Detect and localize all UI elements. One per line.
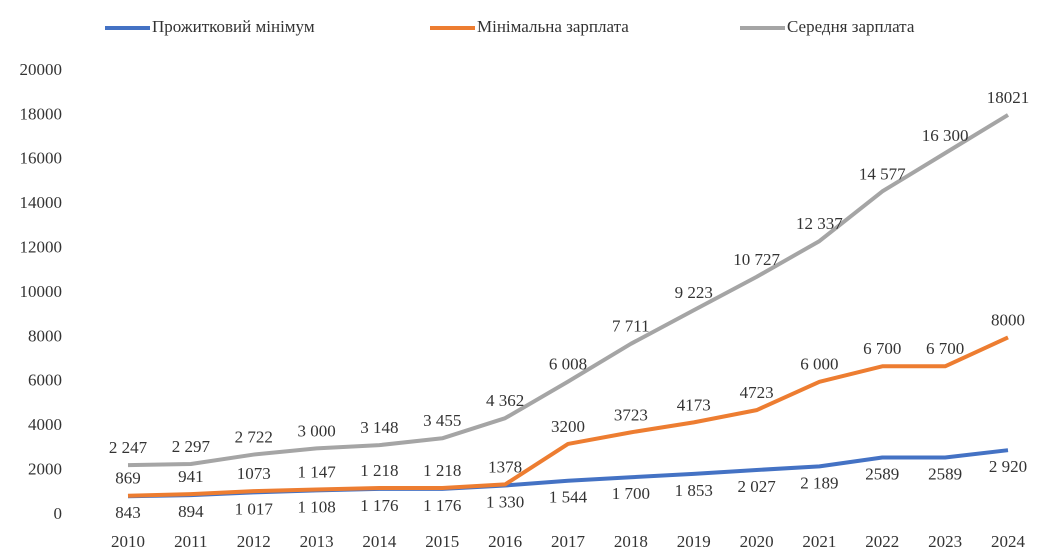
data-label: 2 247 — [109, 438, 148, 457]
data-label: 1 544 — [549, 488, 588, 507]
data-label: 2 027 — [737, 477, 776, 496]
data-label: 6 000 — [800, 355, 838, 374]
y-tick-label: 18000 — [20, 104, 63, 123]
data-label: 1 218 — [360, 461, 398, 480]
data-label: 1073 — [237, 464, 271, 483]
data-label: 12 337 — [796, 214, 843, 233]
x-tick-label: 2012 — [237, 532, 271, 551]
data-label: 18021 — [987, 88, 1030, 107]
data-label: 2589 — [865, 464, 899, 483]
legend-label: Середня зарплата — [787, 17, 915, 36]
data-label: 2 189 — [800, 473, 838, 492]
x-tick-label: 2021 — [802, 532, 836, 551]
x-tick-label: 2018 — [614, 532, 648, 551]
data-label: 2 920 — [989, 457, 1027, 476]
data-label: 894 — [178, 502, 204, 521]
x-tick-label: 2017 — [551, 532, 586, 551]
data-label: 1 176 — [423, 496, 461, 515]
data-label: 1 108 — [297, 497, 335, 516]
data-label: 1 853 — [675, 481, 713, 500]
data-label: 10 727 — [733, 250, 780, 269]
data-label: 1 017 — [235, 499, 274, 518]
y-tick-label: 16000 — [20, 149, 63, 168]
data-label: 1 218 — [423, 461, 461, 480]
y-tick-label: 6000 — [28, 371, 62, 390]
data-label: 4723 — [740, 383, 774, 402]
data-label: 3200 — [551, 417, 585, 436]
x-tick-label: 2023 — [928, 532, 962, 551]
y-tick-label: 20000 — [20, 60, 63, 79]
x-tick-label: 2013 — [300, 532, 334, 551]
data-label: 1 330 — [486, 492, 524, 511]
data-label: 4173 — [677, 395, 711, 414]
data-label: 4 362 — [486, 391, 524, 410]
x-tick-label: 2020 — [740, 532, 774, 551]
y-tick-label: 2000 — [28, 460, 62, 479]
data-label: 16 300 — [922, 126, 969, 145]
data-label: 3723 — [614, 405, 648, 424]
data-label: 3 148 — [360, 418, 398, 437]
y-tick-label: 4000 — [28, 415, 62, 434]
data-label: 1 176 — [360, 496, 398, 515]
data-label: 1378 — [488, 457, 522, 476]
data-label: 8000 — [991, 310, 1025, 329]
data-label: 941 — [178, 467, 204, 486]
y-tick-label: 8000 — [28, 326, 62, 345]
data-label: 1 147 — [297, 462, 336, 481]
x-tick-label: 2014 — [362, 532, 397, 551]
data-label: 869 — [115, 469, 141, 488]
data-label: 7 711 — [612, 317, 650, 336]
series-line — [127, 335, 1009, 498]
data-label: 14 577 — [859, 164, 906, 183]
data-label: 2 722 — [235, 427, 273, 446]
x-tick-label: 2024 — [991, 532, 1026, 551]
x-tick-label: 2010 — [111, 532, 145, 551]
data-label: 2589 — [928, 464, 962, 483]
data-label: 843 — [115, 503, 141, 522]
data-label: 6 700 — [863, 339, 901, 358]
y-tick-label: 14000 — [20, 193, 63, 212]
y-tick-label: 10000 — [20, 282, 63, 301]
data-label: 9 223 — [675, 283, 713, 302]
x-tick-label: 2022 — [865, 532, 899, 551]
data-label: 6 700 — [926, 339, 964, 358]
legend-label: Мінімальна зарплата — [477, 17, 629, 36]
data-label: 2 297 — [172, 437, 211, 456]
data-label: 1 700 — [612, 484, 650, 503]
data-label: 3 455 — [423, 411, 461, 430]
y-tick-label: 12000 — [20, 238, 63, 257]
data-label: 6 008 — [549, 355, 587, 374]
legend-label: Прожитковий мінімум — [152, 17, 315, 36]
y-tick-label: 0 — [54, 504, 63, 523]
x-tick-label: 2016 — [488, 532, 522, 551]
x-tick-label: 2011 — [174, 532, 207, 551]
x-tick-label: 2019 — [677, 532, 711, 551]
x-tick-label: 2015 — [425, 532, 459, 551]
data-label: 3 000 — [297, 421, 335, 440]
series-line — [127, 113, 1010, 468]
